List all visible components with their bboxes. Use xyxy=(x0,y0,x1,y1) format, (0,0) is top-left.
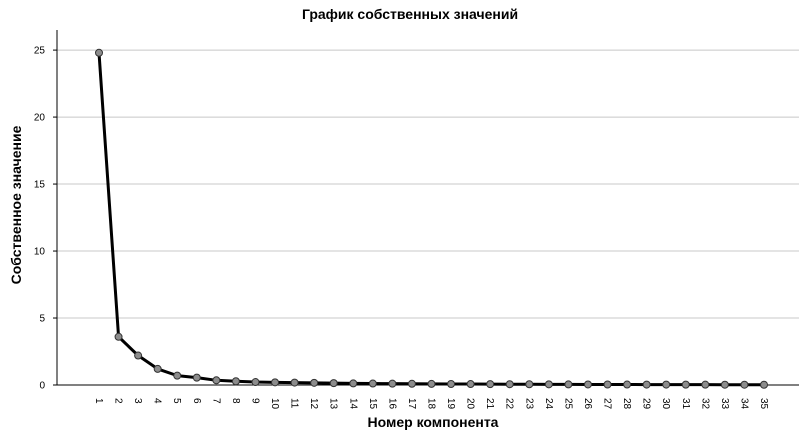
data-point-6 xyxy=(192,373,201,382)
data-point-27 xyxy=(603,380,612,389)
x-tick-label-33: 33 xyxy=(719,398,730,410)
data-point-31 xyxy=(681,380,690,389)
x-tick-label-29: 29 xyxy=(641,398,652,410)
x-tick-label-22: 22 xyxy=(504,398,515,410)
data-point-28 xyxy=(623,380,632,389)
data-point-33 xyxy=(720,380,729,389)
data-point-15 xyxy=(368,379,377,388)
y-axis-label: Собственное значение xyxy=(8,125,24,284)
data-point-19 xyxy=(447,379,456,388)
grid-lines xyxy=(57,49,799,319)
x-tick-label-27: 27 xyxy=(602,398,613,410)
chart-title: График собственных значений xyxy=(302,6,518,22)
x-tick-label-25: 25 xyxy=(562,398,573,410)
y-tick-label-25: 25 xyxy=(34,46,46,57)
data-point-25 xyxy=(564,380,573,389)
x-tick-label-4: 4 xyxy=(152,398,163,404)
x-tick-label-35: 35 xyxy=(758,398,769,410)
data-point-18 xyxy=(427,379,436,388)
data-point-1 xyxy=(95,48,103,57)
series-eigenvalues xyxy=(95,48,768,389)
data-point-14 xyxy=(349,379,358,388)
x-tick-label-1: 1 xyxy=(93,398,104,404)
x-tick-label-14: 14 xyxy=(347,398,358,410)
data-point-20 xyxy=(466,380,475,389)
data-point-10 xyxy=(271,378,280,387)
data-point-35 xyxy=(760,380,768,389)
y-tick-label-15: 15 xyxy=(34,180,46,191)
x-tick-label-13: 13 xyxy=(328,398,339,410)
x-tick-label-9: 9 xyxy=(249,398,260,404)
data-point-5 xyxy=(173,371,182,380)
x-tick-label-31: 31 xyxy=(680,398,691,410)
x-tick-label-34: 34 xyxy=(738,398,749,410)
x-tick-label-26: 26 xyxy=(582,398,593,410)
x-tick-label-8: 8 xyxy=(230,398,241,404)
x-tick-label-32: 32 xyxy=(699,398,710,410)
series-line xyxy=(97,52,765,387)
data-point-8 xyxy=(231,377,240,386)
x-tick-label-11: 11 xyxy=(289,398,300,409)
data-point-26 xyxy=(583,380,592,389)
x-tick-label-20: 20 xyxy=(465,398,476,410)
y-tick-label-0: 0 xyxy=(39,381,45,392)
x-tick-label-18: 18 xyxy=(426,398,437,410)
x-tick-label-7: 7 xyxy=(210,398,221,404)
x-tick-label-5: 5 xyxy=(171,398,182,404)
data-point-34 xyxy=(740,380,749,389)
data-point-23 xyxy=(525,380,534,389)
data-point-21 xyxy=(486,380,495,389)
x-tick-label-12: 12 xyxy=(308,398,319,410)
data-point-22 xyxy=(505,380,514,389)
y-tick-labels: 0 5 10 15 20 25 xyxy=(34,46,46,392)
data-point-13 xyxy=(329,379,338,388)
x-tick-label-2: 2 xyxy=(113,398,124,404)
x-tick-label-17: 17 xyxy=(406,398,417,410)
data-point-32 xyxy=(701,380,710,389)
data-point-30 xyxy=(662,380,671,389)
axes xyxy=(53,30,799,386)
x-tick-labels: 1 2 3 4 5 6 7 8 9 10 11 12 13 14 15 16 17 18 19 20 21 22 23 24 2… xyxy=(93,398,769,410)
x-tick-label-30: 30 xyxy=(660,398,671,410)
x-tick-label-21: 21 xyxy=(484,398,495,410)
x-tick-label-19: 19 xyxy=(445,398,456,410)
y-tick-label-5: 5 xyxy=(39,314,45,325)
x-tick-label-23: 23 xyxy=(523,398,534,410)
data-point-17 xyxy=(407,379,416,388)
data-point-12 xyxy=(310,378,319,387)
x-tick-label-16: 16 xyxy=(386,398,397,410)
y-tick-label-10: 10 xyxy=(34,247,46,258)
data-point-9 xyxy=(251,378,260,387)
x-axis-label: Номер компонента xyxy=(368,414,499,430)
data-point-4 xyxy=(153,364,162,373)
y-tick-label-20: 20 xyxy=(34,113,46,124)
data-point-24 xyxy=(544,380,553,389)
x-tick-label-6: 6 xyxy=(191,398,202,404)
x-tick-label-15: 15 xyxy=(367,398,378,410)
data-point-3 xyxy=(134,351,143,360)
data-point-2 xyxy=(114,332,123,341)
data-point-7 xyxy=(212,376,221,385)
x-tick-label-28: 28 xyxy=(621,398,632,410)
data-point-11 xyxy=(290,378,299,387)
x-tick-label-24: 24 xyxy=(543,398,554,410)
x-tick-label-3: 3 xyxy=(132,398,143,404)
data-point-16 xyxy=(388,379,397,388)
x-tick-label-10: 10 xyxy=(269,398,280,410)
data-point-29 xyxy=(642,380,651,389)
